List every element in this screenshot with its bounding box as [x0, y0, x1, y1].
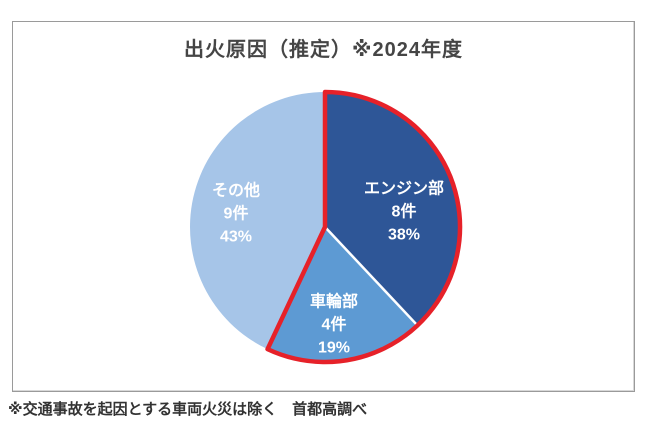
pie-slice-2-label-line-1: 9件 [224, 204, 249, 223]
pie-slice-0-label-line-2: 38% [388, 227, 420, 244]
pie-slice-0-label-line-1: 8件 [392, 202, 417, 221]
pie-slice-2-label-line-0: その他 [212, 181, 260, 200]
highlight-outline [265, 89, 463, 365]
pie-slice-1-label-line-1: 4件 [322, 315, 347, 334]
pie-slice-1-label-line-0: 車輪部 [310, 292, 358, 311]
pie-slice-0 [325, 92, 460, 326]
pie-slice-1 [267, 227, 418, 362]
chart-title: 出火原因（推定）※2024年度 [184, 39, 463, 61]
pie-slice-1-label-line-2: 19% [318, 340, 350, 357]
footnote-text: ※交通事故を起因とする車両火災は除く 首都高調べ [8, 401, 368, 418]
slice-separator-line [324, 226, 417, 325]
pie-slice-2 [190, 92, 325, 350]
chart-panel: 出火原因（推定）※2024年度 エンジン部 8件 38% 車輪部 4件 19% その他 9件 4… [12, 21, 635, 392]
pie-slice-0-label-line-0: エンジン部 [364, 179, 444, 198]
pie-chart: エンジン部 8件 38% 車輪部 4件 19% その他 9件 43% [190, 89, 463, 365]
pie-slice-2-label-line-2: 43% [220, 229, 252, 246]
